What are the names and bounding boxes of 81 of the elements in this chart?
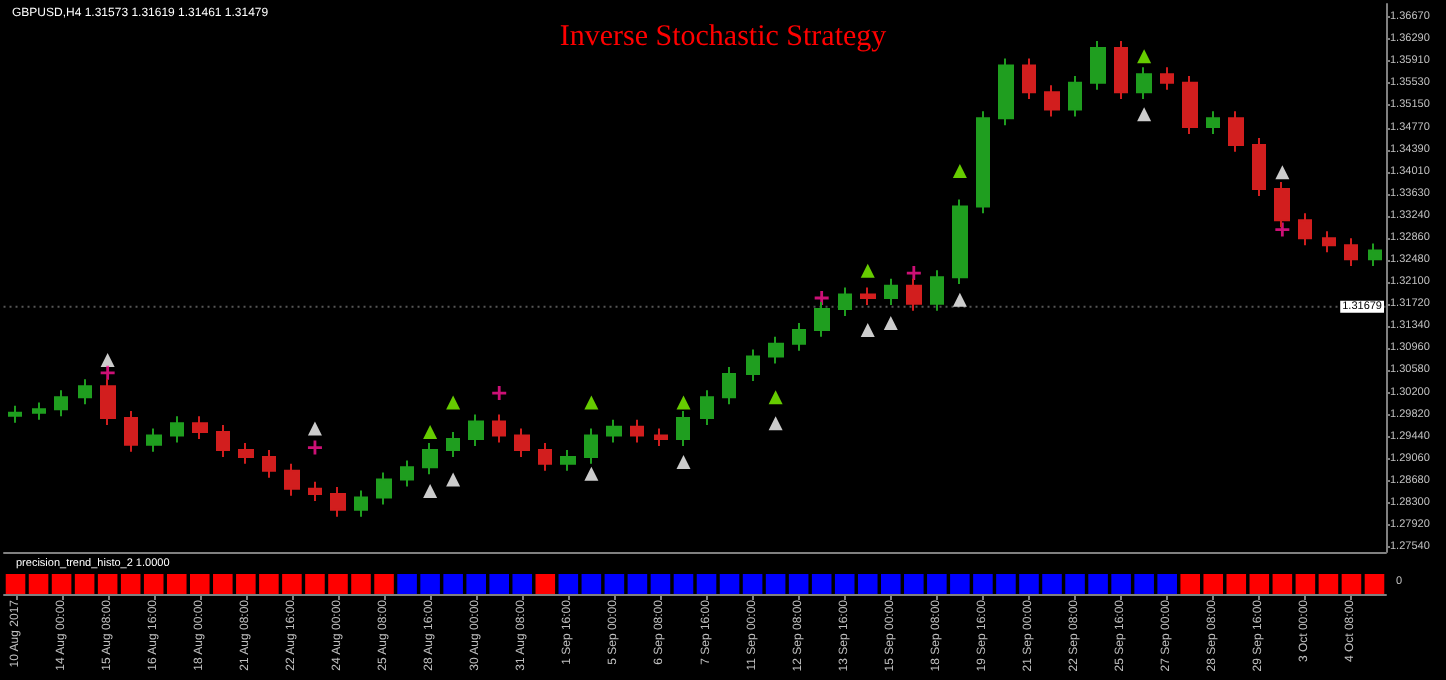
candlestick (468, 413, 484, 447)
point (584, 395, 599, 410)
candlestick (262, 448, 276, 479)
candlestick (446, 430, 460, 458)
candlestick (976, 110, 990, 215)
point (446, 472, 461, 487)
point (860, 322, 875, 337)
candlestick (32, 401, 46, 421)
candlestick (216, 424, 230, 458)
point (676, 455, 691, 470)
candlestick (192, 415, 208, 440)
candlestick (1228, 110, 1244, 153)
candlestick (606, 418, 622, 444)
candlestick (560, 448, 576, 472)
candlestick (1322, 230, 1336, 254)
point (492, 386, 507, 401)
point (676, 395, 691, 410)
point (768, 416, 783, 431)
point (423, 484, 438, 499)
point (307, 440, 322, 455)
text: Inverse Stochastic Strategy (559, 21, 888, 53)
candlestick (78, 378, 92, 406)
candlestick (1182, 74, 1198, 135)
candlestick (376, 471, 392, 506)
point (1137, 107, 1152, 122)
candlestick (768, 335, 784, 365)
point (100, 365, 115, 380)
candlestick (1090, 40, 1106, 91)
candlestick (1114, 40, 1128, 101)
candlestick (1068, 74, 1082, 118)
point (952, 164, 967, 179)
point (1275, 165, 1290, 180)
candlestick (400, 459, 414, 488)
candlestick (952, 198, 968, 286)
candlestick (330, 486, 346, 518)
candlestick (284, 462, 300, 497)
candlestick (538, 441, 552, 472)
point (1137, 49, 1152, 64)
candlestick (238, 441, 254, 465)
point (100, 353, 115, 368)
candlestick (124, 410, 138, 453)
candlestick (1344, 237, 1358, 268)
candlestick (1136, 66, 1152, 101)
candlestick (1298, 212, 1312, 247)
candlestick (884, 277, 898, 306)
candlestick (676, 410, 690, 447)
candlestick (1160, 66, 1174, 91)
candlestick (654, 427, 668, 447)
point (860, 263, 875, 278)
candlestick (492, 413, 506, 444)
candlestick (1252, 136, 1266, 197)
candlestick (930, 269, 944, 312)
candlestick (584, 427, 598, 465)
candlestick (8, 404, 22, 424)
candlestick (746, 348, 760, 382)
point (423, 424, 438, 439)
point (768, 390, 783, 405)
point (952, 292, 967, 307)
candlestick (514, 427, 530, 458)
candlestick (700, 389, 714, 426)
point (446, 395, 461, 410)
candlestick (54, 389, 68, 418)
point (584, 466, 599, 481)
candlestick (354, 489, 368, 518)
candlestick (630, 418, 644, 444)
candlestick (422, 441, 438, 476)
candlestick (308, 480, 322, 502)
candlestick (998, 57, 1014, 127)
candlestick (1022, 57, 1036, 101)
point (883, 315, 898, 330)
candlestick (860, 286, 876, 306)
candlestick (146, 427, 162, 453)
candlestick (792, 321, 806, 352)
candlestick (1206, 110, 1220, 135)
candlestick (1368, 242, 1382, 268)
point (1275, 222, 1290, 237)
candlestick (722, 366, 736, 406)
candlestick (838, 286, 852, 317)
candlestick (170, 415, 184, 444)
candlestick (1044, 84, 1060, 118)
point (307, 421, 322, 436)
